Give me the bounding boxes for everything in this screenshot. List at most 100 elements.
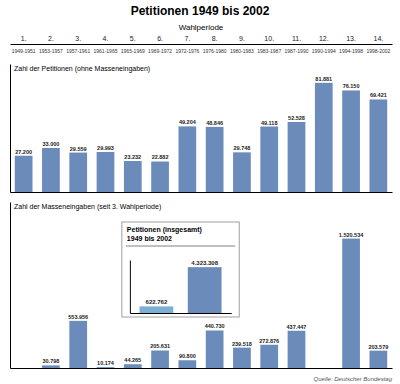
axis: 1. 2. 3. 4. 5. 6. 7. 8. 9. 10. 11. 12. 13. 14. <box>11 35 393 45</box>
data-label: 22.882 <box>152 154 169 160</box>
tick: 4. <box>103 35 109 44</box>
chart-svg: Petitionen 1949 bis 2002 Wahlperiode 1. 2. 3… <box>0 0 400 384</box>
y-axis-label: Zahl der Masseneingaben (seit 3. Wahlper… <box>14 203 161 211</box>
bar <box>260 345 278 368</box>
bar <box>178 360 196 368</box>
annotation: 1976-1980 <box>203 48 227 54</box>
data-label: 553.956 <box>68 314 88 320</box>
data-label: 49.204 <box>179 119 197 125</box>
data-label: 69.421 <box>370 92 387 98</box>
separator <box>126 246 235 247</box>
bar <box>288 122 306 192</box>
axis <box>10 65 11 193</box>
bar <box>342 239 360 368</box>
inset-subtitle: 1949 bis 2002 <box>127 235 172 242</box>
data-labels: 27.20033.00029.55929.99323.23222.88249.2… <box>15 76 387 161</box>
tick-label: 12. <box>319 35 329 42</box>
data-label: 23.232 <box>124 154 141 160</box>
data-label: 622.762 <box>146 299 168 305</box>
annotation: 1957-1961 <box>66 48 90 54</box>
data-label: 272.876 <box>259 338 279 344</box>
annotation: 1983-1987 <box>257 48 281 54</box>
annotation: 1994-1998 <box>339 48 363 54</box>
tick-label: 14. <box>373 35 383 42</box>
data-label: 81.881 <box>315 76 332 82</box>
tick: 14. <box>373 35 383 44</box>
annotation: 1998-2002 <box>366 48 390 54</box>
data-label: 29.559 <box>70 146 87 152</box>
tick: 1. <box>21 35 27 44</box>
annotation: 1961-1965 <box>94 48 118 54</box>
bar <box>97 152 115 192</box>
annotation: 1990-1994 <box>312 48 336 54</box>
tick-label: 2. <box>48 35 54 42</box>
bar <box>15 156 33 192</box>
tick: 3. <box>75 35 81 44</box>
bar <box>315 368 333 369</box>
inset-title: Petitionen (insgesamt) <box>127 226 202 234</box>
bar <box>206 127 224 192</box>
tick-label: 5. <box>130 35 136 42</box>
tick: 8. <box>212 35 218 44</box>
tick: 10. <box>264 35 274 44</box>
tick-label: 9. <box>239 35 245 42</box>
tick-label: 3. <box>75 35 81 42</box>
data-label: 27.200 <box>15 149 32 155</box>
tick-label: 4. <box>103 35 109 42</box>
data-label: 29.748 <box>234 145 251 151</box>
annotation: 1972-1976 <box>175 48 199 54</box>
bar <box>151 161 169 192</box>
tick: 9. <box>239 35 245 44</box>
x-axis-label: Wahlperiode <box>179 23 224 32</box>
data-label: 4.323.308 <box>191 260 218 266</box>
data-labels: 622.762 4.323.308 <box>146 260 219 305</box>
tick-label: 1. <box>21 35 27 42</box>
tick: 5. <box>130 35 136 44</box>
tick-label: 7. <box>184 35 190 42</box>
axis <box>130 261 131 314</box>
bar <box>369 351 387 368</box>
annotation: 1987-1990 <box>285 48 309 54</box>
bar <box>206 330 224 368</box>
axis-line <box>10 203 11 369</box>
title: Petitionen 1949 bis 2002 <box>131 4 270 18</box>
bar <box>69 321 87 368</box>
bar <box>369 99 387 192</box>
axis <box>11 368 393 369</box>
data-label: 44.265 <box>124 357 141 363</box>
annotation: 1965-1969 <box>121 48 145 54</box>
data-label: 10.174 <box>97 360 115 366</box>
axis <box>11 192 393 193</box>
y-axis-label: Zahl der Petitionen (ohne Masseneingaben… <box>14 65 150 73</box>
bar <box>260 127 278 192</box>
bar <box>342 90 360 192</box>
annotation: 1949-1951 <box>12 48 36 54</box>
axis-line <box>130 261 131 314</box>
bar <box>69 153 87 192</box>
bar <box>233 348 251 368</box>
tick: 11. <box>292 35 301 44</box>
data-label: 49.118 <box>261 120 278 126</box>
tick-label: 6. <box>157 35 163 42</box>
axis-line <box>11 192 393 193</box>
axis-line <box>130 313 231 314</box>
bar <box>15 368 33 369</box>
tick: 12. <box>319 35 329 44</box>
tick: 2. <box>48 35 54 44</box>
bars <box>140 267 222 313</box>
axis <box>130 313 231 314</box>
bar <box>151 350 169 368</box>
data-label: 205.631 <box>150 343 170 349</box>
bar <box>233 152 251 192</box>
data-label: 90.800 <box>179 353 196 359</box>
tick-label: 13. <box>346 35 356 42</box>
source: Quelle: Deutscher Bundestag <box>314 376 393 382</box>
tick: 6. <box>157 35 163 44</box>
data-label: 33.000 <box>43 141 60 147</box>
tick: 13. <box>346 35 356 44</box>
bar <box>42 365 60 368</box>
axis-line <box>11 44 393 45</box>
bar <box>188 267 222 313</box>
bars <box>15 83 387 192</box>
bar <box>178 126 196 192</box>
